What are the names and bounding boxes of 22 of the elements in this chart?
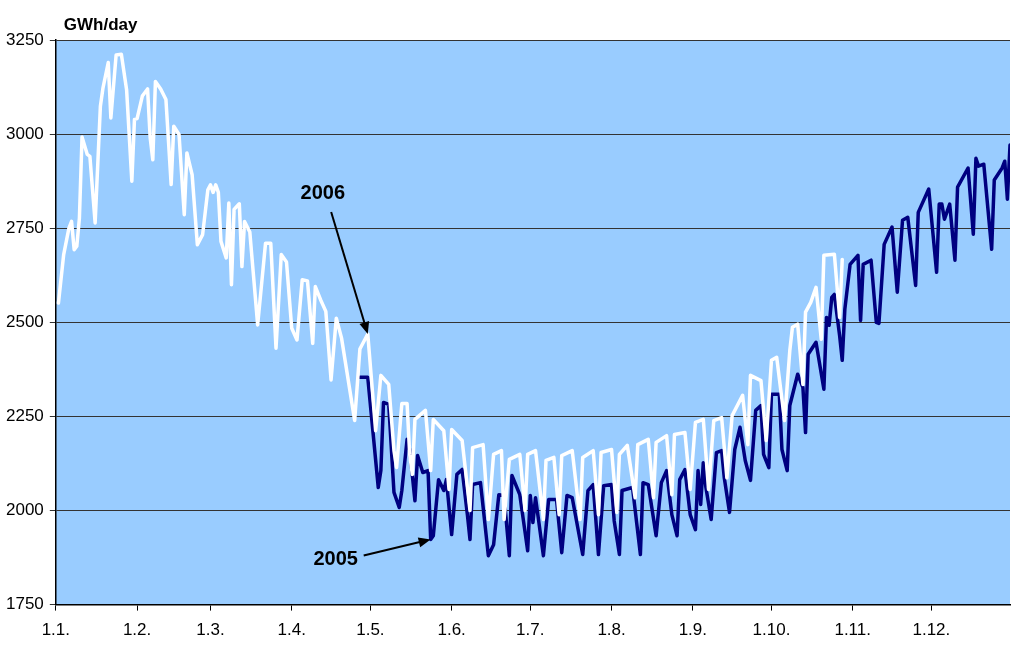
x-tick-label: 1.5. <box>356 620 385 640</box>
annotation: 2006 <box>300 181 346 204</box>
y-axis-title: GWh/day <box>63 15 139 35</box>
y-tick-label: 2250 <box>5 406 44 426</box>
annotation: 2005 <box>313 547 358 569</box>
y-tick-label: 3250 <box>5 29 44 49</box>
x-tick-label: 1.6. <box>437 620 466 640</box>
x-tick-label: 1.12. <box>912 620 951 640</box>
x-tick-label: 1.7. <box>516 620 545 640</box>
y-tick-label: 1750 <box>5 594 44 614</box>
x-tick-label: 1.3. <box>196 620 225 640</box>
y-tick-label: 2500 <box>5 311 44 331</box>
y-tick-label: 2000 <box>5 500 44 520</box>
x-tick-label: 1.9. <box>678 620 707 640</box>
x-tick-label: 1.2. <box>122 620 152 640</box>
x-tick-label: 1.8. <box>597 620 626 640</box>
y-tick-label: 2750 <box>5 217 44 237</box>
x-tick-label: 1.11. <box>834 620 871 640</box>
x-tick-label: 1.1. <box>41 620 70 640</box>
x-tick-label: 1.10. <box>752 620 791 640</box>
x-tick-label: 1.4. <box>277 620 306 640</box>
y-tick-label: 3000 <box>5 123 44 143</box>
